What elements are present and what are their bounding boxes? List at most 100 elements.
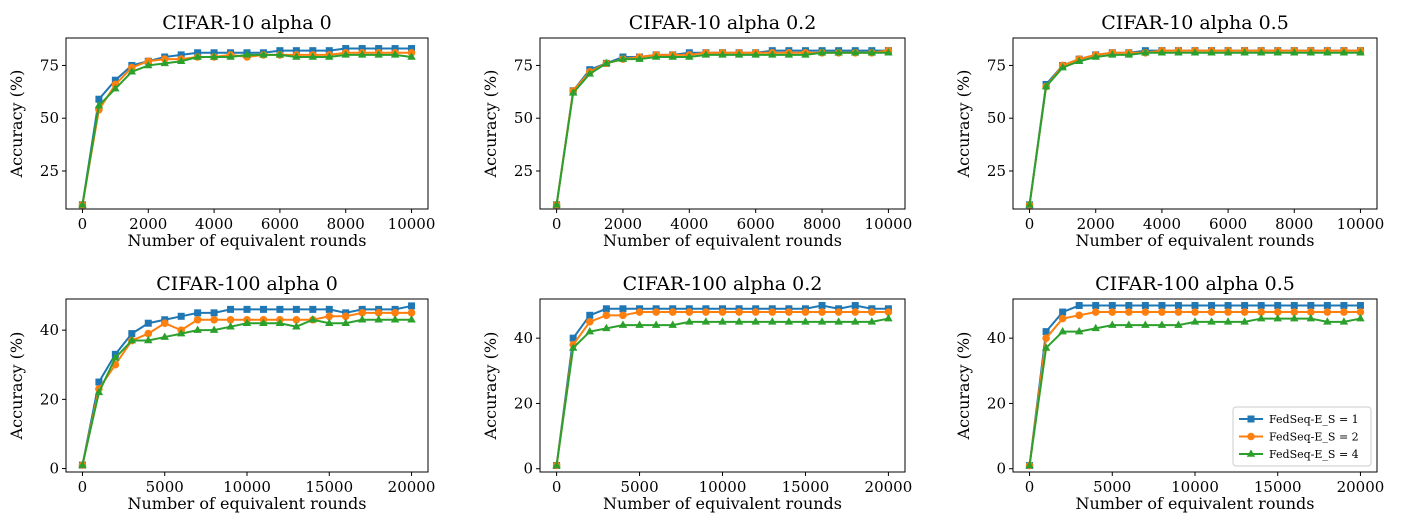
y-axis-label: Accuracy (%) [481, 70, 500, 179]
data-point [1208, 302, 1216, 310]
data-point [619, 305, 627, 313]
series-markers-3 [78, 50, 416, 208]
data-point [160, 332, 169, 340]
data-point [210, 309, 218, 317]
y-tick-label: 75 [987, 56, 1006, 74]
data-point [1256, 313, 1266, 322]
data-point [585, 69, 595, 77]
data-point [1356, 313, 1365, 322]
x-tick-label: 6000 [1209, 215, 1247, 233]
legend-box [1232, 406, 1372, 467]
data-point [1075, 311, 1083, 320]
data-point [801, 50, 810, 58]
y-tick-label: 20 [40, 390, 59, 408]
data-point [1257, 308, 1265, 316]
data-point [1257, 302, 1265, 310]
data-point [868, 308, 876, 316]
data-point [751, 50, 760, 58]
x-tick-label: 0 [552, 478, 562, 496]
data-point [1191, 308, 1199, 316]
x-tick-label: 0 [78, 478, 88, 496]
data-point [817, 48, 827, 56]
data-point [635, 308, 644, 316]
plot-frame [539, 37, 906, 210]
data-point [668, 52, 677, 60]
data-point [602, 58, 611, 67]
y-tick-label: 50 [514, 109, 533, 127]
series-line-1 [81, 304, 412, 466]
y-tick-label: 0 [523, 460, 533, 478]
data-point [1273, 308, 1282, 316]
data-point [668, 320, 677, 328]
x-tick-label: 8000 [803, 215, 841, 233]
data-point [1075, 302, 1083, 310]
x-tick-label: 0 [1025, 478, 1035, 496]
data-point [1191, 302, 1199, 310]
data-point [1092, 302, 1100, 310]
data-point [259, 318, 268, 326]
data-point [785, 308, 793, 316]
data-point [341, 318, 350, 326]
data-point [144, 60, 153, 69]
data-point [1074, 327, 1084, 335]
data-point [685, 308, 694, 316]
subplot-title: CIFAR-10 alpha 0.2 [629, 12, 817, 34]
subplot-title: CIFAR-100 alpha 0 [156, 273, 338, 295]
series-markers-2 [1025, 46, 1365, 209]
y-tick-label: 75 [40, 56, 59, 74]
data-point [1125, 308, 1133, 316]
data-point [275, 50, 285, 58]
x-axis-label: Number of equivalent rounds [1075, 494, 1314, 513]
series-line-3 [81, 53, 412, 205]
series-line-2 [555, 49, 889, 205]
y-axis-label: Accuracy (%) [954, 332, 973, 441]
data-point [1290, 308, 1299, 316]
data-point [292, 315, 301, 324]
series-markers-3 [1025, 313, 1365, 469]
y-tick-label: 25 [987, 162, 1006, 180]
data-point [226, 315, 235, 324]
data-point [1323, 302, 1331, 310]
data-point [160, 319, 169, 328]
y-tick-label: 0 [49, 460, 59, 478]
x-tick-label: 4000 [1143, 215, 1181, 233]
data-point [95, 378, 103, 386]
x-tick-label: 0 [552, 215, 562, 233]
data-point [341, 50, 350, 58]
data-point [1207, 317, 1216, 325]
data-point [210, 315, 218, 324]
data-point [1042, 334, 1050, 342]
data-point [718, 50, 727, 58]
data-point [342, 45, 350, 53]
data-point [292, 305, 300, 313]
data-point [193, 315, 202, 324]
data-point [128, 330, 136, 338]
legend-label: FedSeq-E_S = 1 [1269, 413, 1359, 426]
y-axis-label: Accuracy (%) [954, 70, 973, 179]
data-point [1323, 308, 1332, 316]
data-point [1174, 308, 1183, 316]
subplot-6: CIFAR-100 alpha 0.5 0 5000 10000 15000 20000 0… [954, 273, 1384, 513]
data-point [1223, 48, 1233, 56]
data-point [1339, 48, 1349, 56]
y-tick-label: 40 [40, 321, 59, 339]
data-point [768, 308, 777, 316]
x-tick-label: 10000 [223, 478, 271, 496]
data-point [325, 47, 333, 55]
data-point [358, 45, 366, 53]
x-tick-label: 5000 [146, 478, 184, 496]
data-point [1273, 313, 1282, 322]
data-point [1108, 302, 1116, 310]
data-point [834, 48, 843, 56]
data-point [1356, 308, 1365, 316]
series-line-1 [555, 49, 889, 205]
series-markers-2 [552, 46, 893, 209]
data-point [1340, 308, 1348, 316]
x-tick-label: 20000 [1337, 478, 1385, 496]
data-point [1141, 320, 1150, 328]
data-point [358, 309, 366, 317]
data-point [651, 320, 661, 328]
data-point [1174, 320, 1183, 328]
data-point [652, 308, 660, 316]
data-point [390, 50, 400, 58]
